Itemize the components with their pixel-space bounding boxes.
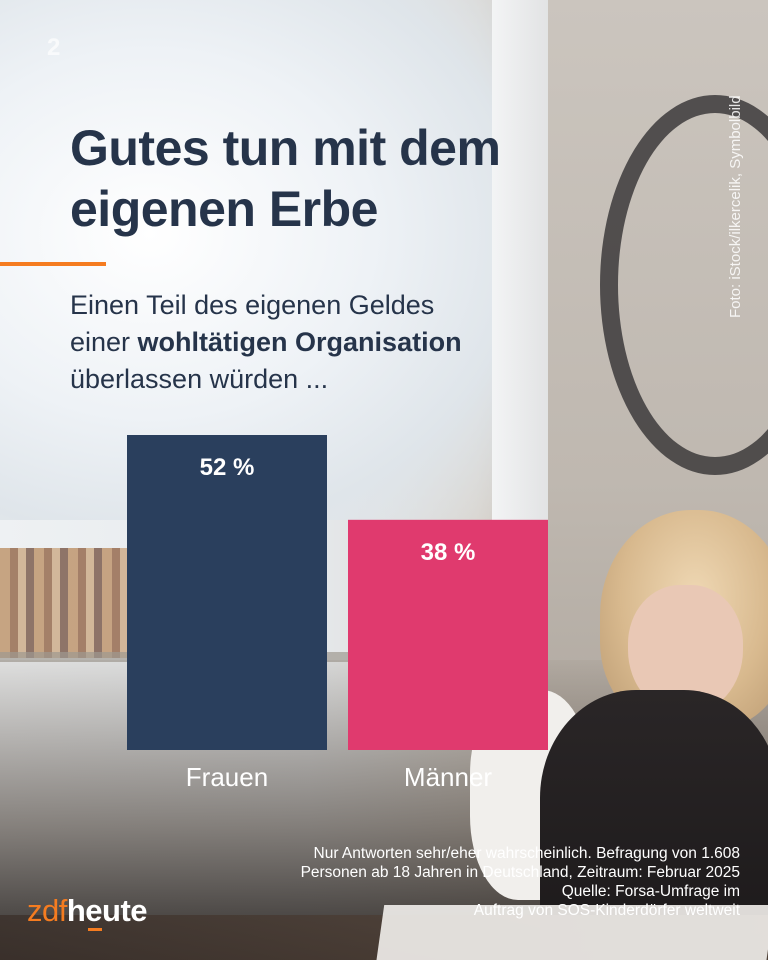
subtitle-line-1: Einen Teil des eigenen Geldes (70, 290, 435, 320)
footnote-line-3: Quelle: Forsa-Umfrage im (561, 883, 740, 900)
bar-value-label: 38 % (421, 539, 476, 566)
logo-accent (88, 928, 102, 931)
category-label: Frauen (186, 762, 268, 792)
category-label: Männer (404, 762, 492, 792)
footnote-line-1: Nur Antworten sehr/eher wahrscheinlich. … (313, 845, 741, 862)
footnote-line-2: Personen ab 18 Jahren in Deutschland, Ze… (300, 864, 740, 881)
background-window (0, 0, 500, 520)
source-footnote: Nur Antworten sehr/eher wahrscheinlich. … (301, 844, 740, 920)
title-line-1: Gutes tun mit dem (70, 120, 501, 176)
logo-zdf: zdf (27, 893, 67, 928)
chart-subtitle: Einen Teil des eigenen Geldes einer wohl… (70, 287, 462, 398)
subtitle-line-2: einer wohltätigen Organisation (70, 324, 462, 361)
subtitle-bold: wohltätigen Organisation (137, 327, 462, 357)
title-line-2: eigenen Erbe (70, 181, 379, 237)
subtitle-line-3: überlassen würden ... (70, 364, 329, 394)
background-window-frame (492, 0, 548, 540)
page-title: Gutes tun mit dem eigenen Erbe (70, 118, 501, 240)
logo-heute: heute (66, 893, 148, 928)
photo-credit: Foto: iStock/ilkercelik, Symbolbild (727, 95, 744, 318)
bar-männer (348, 519, 548, 750)
subtitle-prefix: einer (70, 327, 138, 357)
bar-frauen (127, 435, 327, 750)
bar-value-label: 52 % (200, 454, 255, 481)
brand-mark: 2 (47, 34, 61, 61)
background-bookshelf (0, 548, 130, 658)
zdfheute-logo: zdfheute (27, 893, 148, 929)
accent-line (0, 262, 106, 266)
footnote-line-4: Auftrag von SOS-Kinderdörfer weltweit (473, 902, 740, 919)
